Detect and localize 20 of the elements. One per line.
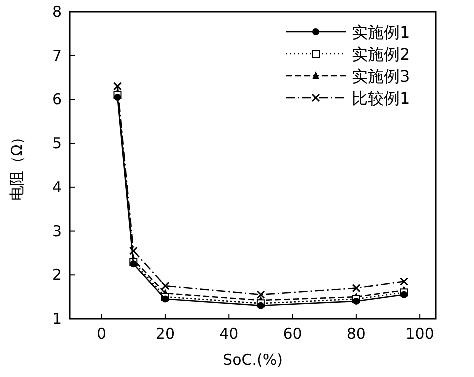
y-tick-label: 7 [52,46,62,65]
y-tick-label: 6 [52,90,62,109]
x-tick-label: 80 [346,325,366,343]
x-tick-label: 20 [156,325,176,343]
legend-label: 实施例2 [352,45,410,64]
x-tick-label: 0 [97,325,107,343]
legend-label: 实施例3 [352,67,410,86]
x-tick-label: 100 [406,325,434,343]
y-tick-label: 5 [52,134,62,153]
x-tick-label: 40 [220,325,239,343]
legend-label: 实施例1 [352,23,410,42]
x-axis-title: SoC.(%) [223,351,283,369]
x-tick-label: 60 [283,325,302,343]
legend-label: 比较例1 [352,89,410,108]
y-tick-label: 3 [52,222,62,240]
y-axis-title: 电阻（Ω） [8,130,26,202]
y-tick-label: 2 [52,266,62,284]
y-tick-label: 1 [52,310,62,328]
y-tick-label: 8 [52,3,62,21]
y-tick-label: 4 [52,178,62,196]
